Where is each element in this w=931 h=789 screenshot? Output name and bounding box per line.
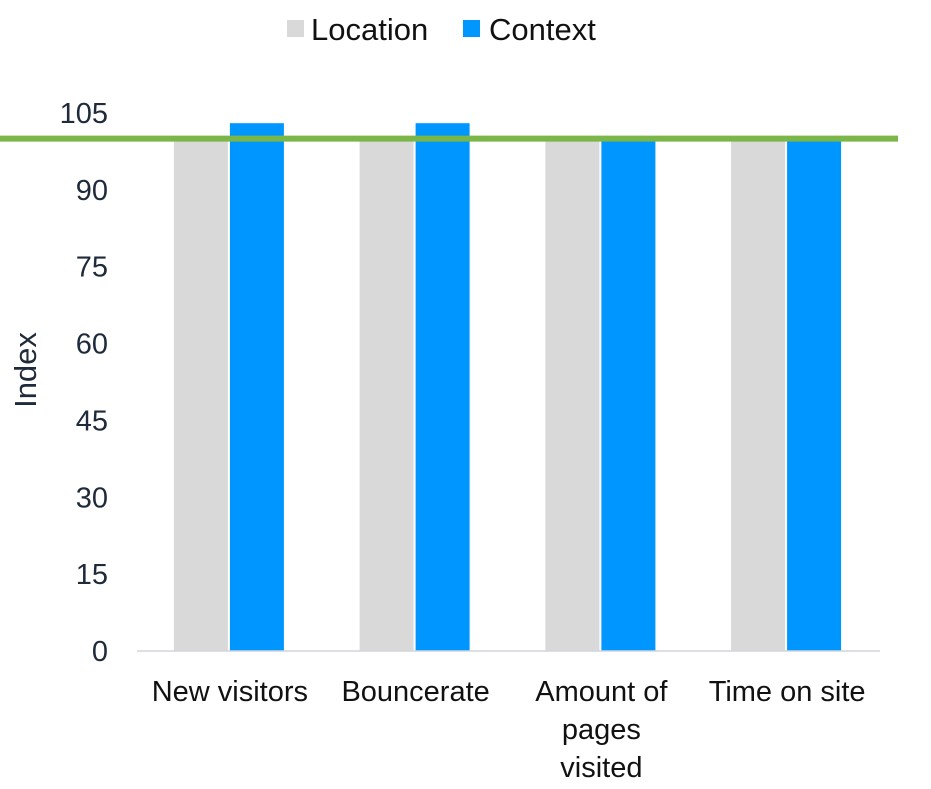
bar-location-4 — [731, 138, 786, 652]
legend-label-context: Context — [489, 12, 596, 47]
x-category-label: Amount of — [535, 676, 668, 708]
legend-swatch-location — [287, 20, 304, 37]
x-axis-labels: New visitors Bouncerate Amount of pages visi… — [152, 676, 866, 784]
y-tick-label: 0 — [92, 636, 108, 668]
bar-context-4 — [787, 138, 842, 652]
x-category-label: visited — [560, 752, 642, 784]
y-tick-label: 75 — [76, 252, 108, 284]
x-category-label: Time on site — [709, 676, 866, 708]
bar-location-3 — [545, 138, 600, 652]
y-tick-label: 45 — [76, 405, 108, 437]
legend-label-location: Location — [311, 12, 428, 47]
y-tick-label: 30 — [76, 482, 108, 514]
x-category-label: New visitors — [152, 676, 308, 708]
x-category-label: Bouncerate — [341, 676, 489, 708]
legend: Location Context — [287, 12, 596, 47]
bar-context-1 — [229, 123, 284, 651]
y-tick-label: 90 — [76, 175, 108, 207]
legend-swatch-context — [463, 20, 480, 37]
bar-location-1 — [173, 138, 228, 652]
bar-context-2 — [415, 123, 470, 651]
y-tick-label: 15 — [76, 559, 108, 591]
bars — [173, 123, 842, 652]
y-axis-ticks: 0 15 30 45 60 75 90 105 — [60, 98, 108, 668]
bar-context-3 — [601, 138, 656, 652]
bar-location-2 — [359, 138, 414, 652]
y-axis-label: Index — [8, 332, 43, 408]
x-category-label: pages — [562, 714, 641, 746]
y-tick-label: 105 — [60, 98, 108, 130]
y-tick-label: 60 — [76, 329, 108, 361]
